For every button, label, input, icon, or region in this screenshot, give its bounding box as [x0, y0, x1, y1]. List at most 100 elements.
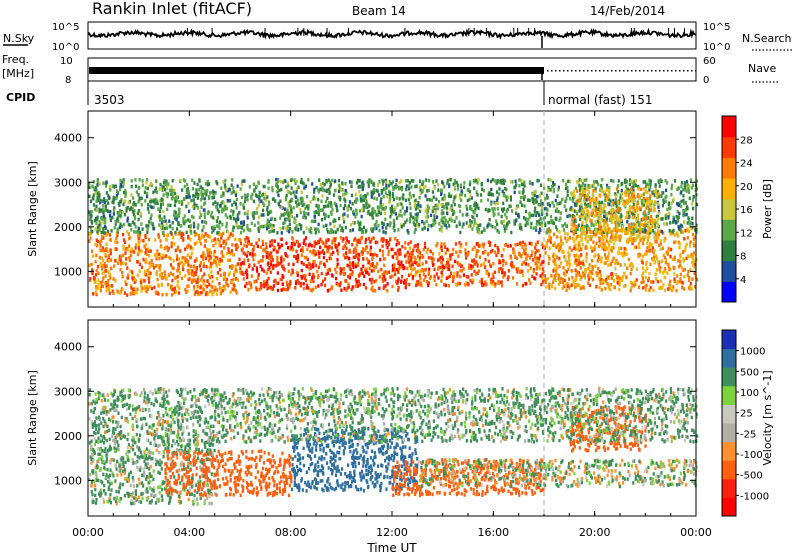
- heatmap-cell: [331, 285, 334, 289]
- heatmap-cell: [506, 207, 509, 212]
- heatmap-cell: [421, 267, 424, 272]
- heatmap-cell: [616, 281, 619, 285]
- heatmap-cell: [201, 290, 204, 295]
- heatmap-cell: [384, 284, 387, 288]
- heatmap-cell: [424, 275, 427, 279]
- heatmap-cell: [523, 204, 526, 208]
- heatmap-cell: [656, 237, 659, 241]
- heatmap-cell: [496, 245, 499, 250]
- heatmap-cell: [155, 186, 158, 190]
- heatmap-cell: [229, 199, 232, 203]
- heatmap-cell: [285, 185, 288, 189]
- heatmap-cell: [180, 260, 183, 265]
- heatmap-cell: [185, 230, 188, 235]
- heatmap-cell: [88, 185, 91, 190]
- heatmap-cell: [183, 197, 186, 201]
- heatmap-cell: [477, 206, 480, 211]
- heatmap-cell: [512, 264, 515, 269]
- heatmap-cell: [151, 222, 154, 226]
- heatmap-cell: [592, 277, 595, 282]
- noise-right-tick-top: 10^5: [703, 22, 730, 33]
- heatmap-cell: [92, 254, 95, 258]
- heatmap-cell: [299, 208, 302, 212]
- heatmap-cell: [289, 247, 292, 252]
- heatmap-cell: [193, 285, 196, 289]
- heatmap-cell: [201, 254, 204, 258]
- heatmap-cell: [639, 187, 643, 192]
- heatmap-cell: [507, 269, 510, 273]
- heatmap-cell: [310, 230, 313, 235]
- heatmap-cell: [389, 221, 392, 225]
- heatmap-cell: [232, 213, 235, 217]
- heatmap-cell: [246, 223, 249, 228]
- heatmap-cell: [101, 216, 104, 221]
- heatmap-cell: [341, 239, 344, 243]
- heatmap-cell: [414, 257, 417, 262]
- nave-dot: [683, 70, 685, 72]
- heatmap-cell: [248, 281, 251, 285]
- heatmap-cell: [276, 255, 279, 260]
- heatmap-cell: [580, 247, 583, 251]
- heatmap-cell: [673, 277, 676, 281]
- heatmap-cell: [325, 188, 329, 193]
- heatmap-cell: [211, 215, 214, 220]
- heatmap-cell: [280, 237, 283, 241]
- heatmap-cell: [162, 185, 165, 189]
- heatmap-cell: [419, 191, 422, 196]
- heatmap-cell: [550, 219, 553, 223]
- heatmap-cell: [539, 199, 543, 203]
- heatmap-cell: [576, 234, 579, 239]
- heatmap-cell: [492, 261, 495, 266]
- heatmap-cell: [125, 282, 128, 287]
- heatmap-cell: [490, 192, 493, 196]
- heatmap-cell: [629, 271, 632, 276]
- heatmap-cell: [399, 252, 402, 256]
- heatmap-cell: [600, 277, 603, 282]
- heatmap-cell: [252, 244, 255, 249]
- heatmap-cell: [556, 194, 559, 198]
- heatmap-cell: [147, 237, 151, 242]
- heatmap-cell: [678, 246, 681, 250]
- heatmap-cell: [375, 226, 378, 231]
- heatmap-cell: [349, 223, 353, 227]
- heatmap-cell: [584, 268, 587, 272]
- heatmap-cell: [563, 269, 566, 273]
- heatmap-cell: [236, 213, 239, 217]
- heatmap-cell: [187, 218, 190, 222]
- heatmap-cell: [598, 276, 601, 280]
- heatmap-cell: [532, 193, 535, 197]
- heatmap-cell: [145, 258, 148, 262]
- heatmap-cell: [496, 222, 499, 227]
- heatmap-cell: [106, 232, 109, 236]
- heatmap-cell: [630, 281, 633, 285]
- heatmap-cell: [633, 196, 636, 201]
- heatmap-cell: [376, 253, 379, 258]
- heatmap-cell: [402, 197, 405, 201]
- heatmap-cell: [229, 214, 232, 219]
- heatmap-cell: [644, 269, 647, 273]
- heatmap-cell: [186, 253, 189, 257]
- heatmap-cell: [115, 231, 118, 235]
- heatmap-cell: [552, 243, 555, 247]
- heatmap-cell: [388, 191, 391, 195]
- heatmap-cell: [683, 209, 686, 214]
- freq-label: Freq.: [2, 53, 29, 66]
- heatmap-cell: [209, 214, 213, 218]
- heatmap-cell: [559, 242, 562, 246]
- heatmap-cell: [367, 209, 370, 214]
- heatmap-cell: [522, 216, 526, 220]
- heatmap-cell: [134, 225, 137, 229]
- heatmap-cell: [528, 212, 531, 217]
- heatmap-cell: [430, 224, 433, 228]
- heatmap-cell: [488, 208, 491, 213]
- heatmap-cell: [610, 246, 614, 250]
- heatmap-cell: [581, 271, 584, 275]
- heatmap-cell: [197, 188, 200, 192]
- heatmap-cell: [426, 215, 430, 219]
- heatmap-cell: [336, 283, 339, 287]
- heatmap-cell: [406, 229, 409, 233]
- heatmap-cell: [310, 264, 313, 268]
- heatmap-cell: [658, 184, 661, 188]
- heatmap-cell: [680, 204, 683, 208]
- heatmap-cell: [330, 246, 333, 250]
